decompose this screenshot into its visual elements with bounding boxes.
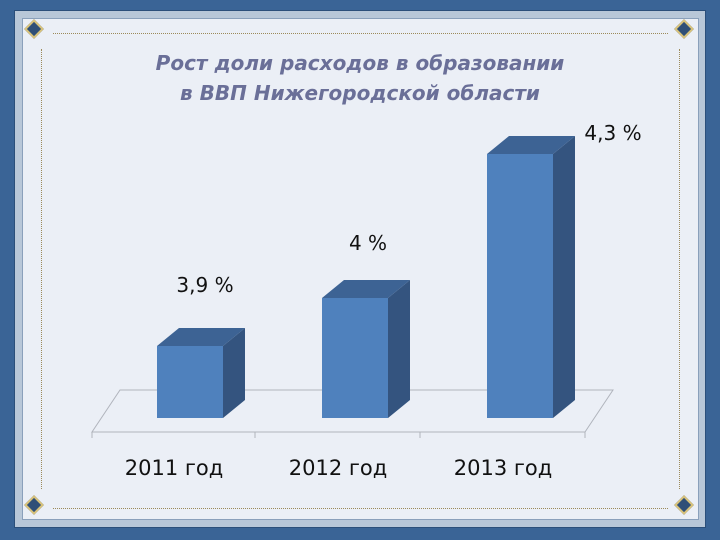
decorative-border-left xyxy=(41,49,42,489)
bar-side xyxy=(223,328,245,418)
chart-floor xyxy=(91,389,614,438)
chart-title-line2: в ВВП Нижегородской области xyxy=(180,81,540,105)
category-label: 2011 год xyxy=(125,456,224,480)
chart-title: Рост доли расходов в образовании в ВВП Н… xyxy=(22,48,698,108)
data-label: 4,3 % xyxy=(584,121,641,145)
slide-content xyxy=(22,18,699,520)
decorative-border-bottom xyxy=(53,508,668,509)
bar-side xyxy=(388,280,410,418)
bar xyxy=(157,346,223,418)
bar-side xyxy=(553,136,575,418)
decorative-border-right xyxy=(679,49,680,489)
bar-top xyxy=(487,136,575,154)
decorative-border-top xyxy=(53,33,668,34)
bar-top xyxy=(322,280,410,298)
category-label: 2013 год xyxy=(454,456,553,480)
bar xyxy=(487,154,553,418)
bar xyxy=(322,298,388,418)
chart-bars xyxy=(157,136,575,418)
data-label: 3,9 % xyxy=(176,273,233,297)
chart-floor-plane xyxy=(91,389,614,433)
bar-top xyxy=(157,328,245,346)
category-label: 2012 год xyxy=(289,456,388,480)
chart-title-line1: Рост доли расходов в образовании xyxy=(155,51,565,75)
chart-labels: 3,9 % 2011 год 4 % 2012 год 4,3 % 2013 год xyxy=(125,121,642,480)
data-label: 4 % xyxy=(349,231,387,255)
